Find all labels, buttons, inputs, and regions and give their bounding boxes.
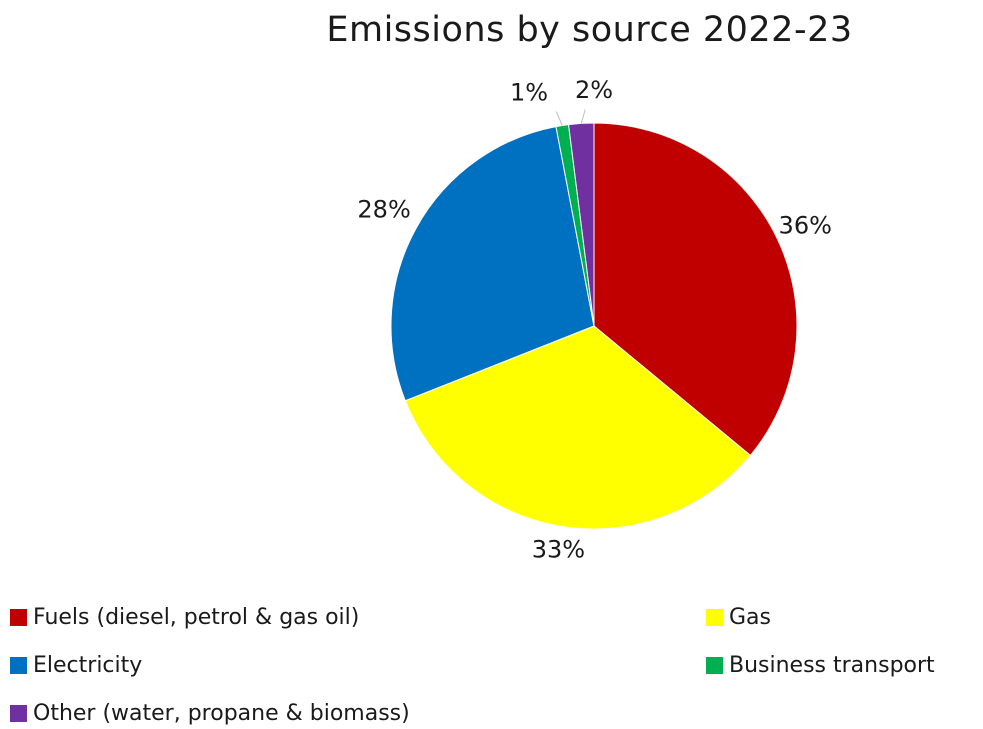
pie-chart: 36% 33% 28% 1% 2% xyxy=(357,76,831,563)
chart-title: Emissions by source 2022-23 xyxy=(326,10,853,50)
legend-swatch-gas xyxy=(706,609,723,626)
legend-label-business-transport: Business transport xyxy=(729,653,935,678)
legend-item-gas: Gas xyxy=(706,605,771,630)
data-labels: 36% 33% 28% 1% 2% xyxy=(357,76,831,563)
legend-label-electricity: Electricity xyxy=(33,653,143,678)
legend-label-fuels: Fuels (diesel, petrol & gas oil) xyxy=(33,605,360,630)
legend-swatch-electricity xyxy=(10,657,27,674)
pie-slice-fuels xyxy=(593,122,798,457)
legend-item-other: Other (water, propane & biomass) xyxy=(10,701,410,726)
legend-label-gas: Gas xyxy=(729,605,771,630)
legend-label-other: Other (water, propane & biomass) xyxy=(33,701,410,726)
legend-item-business-transport: Business transport xyxy=(706,653,935,678)
data-label-gas: 33% xyxy=(532,536,585,564)
data-label-fuels: 36% xyxy=(779,212,832,240)
data-label-other: 2% xyxy=(575,76,613,104)
pie-slice-other xyxy=(567,122,595,327)
leader-lines xyxy=(555,109,586,126)
legend-swatch-fuels xyxy=(10,609,27,626)
leader-line-other xyxy=(580,109,586,124)
pie-slices xyxy=(390,122,798,530)
pie-slice-gas xyxy=(404,325,752,530)
legend-swatch-other xyxy=(10,705,27,722)
legend-swatch-business-transport xyxy=(706,657,723,674)
pie-slice-electricity xyxy=(390,126,595,402)
legend-item-electricity: Electricity xyxy=(10,653,142,678)
leader-line-business-transport xyxy=(555,111,563,126)
data-label-business-transport: 1% xyxy=(510,78,548,106)
data-label-electricity: 28% xyxy=(357,196,410,224)
legend-item-fuels: Fuels (diesel, petrol & gas oil) xyxy=(10,605,359,630)
